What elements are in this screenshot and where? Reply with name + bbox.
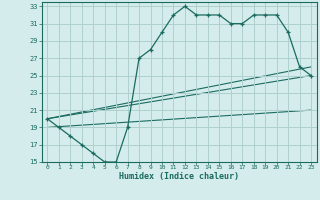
X-axis label: Humidex (Indice chaleur): Humidex (Indice chaleur) (119, 172, 239, 181)
